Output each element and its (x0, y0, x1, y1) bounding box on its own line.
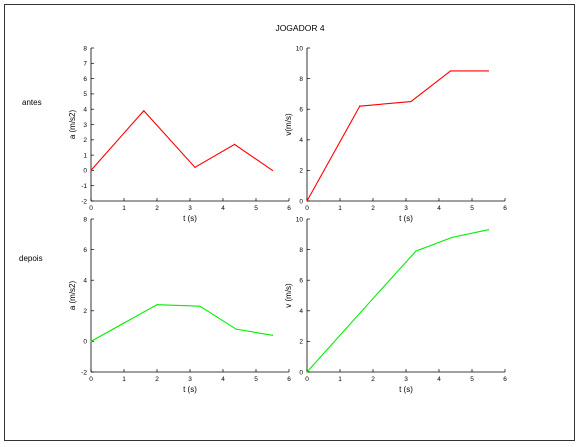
x-tick-label: 3 (188, 376, 192, 383)
y-tick-label: 6 (83, 247, 87, 254)
data-point (143, 110, 145, 112)
row-label-antes: antes (22, 98, 42, 107)
data-point (199, 305, 201, 307)
data-point (487, 229, 490, 231)
x-tick-label: 0 (305, 205, 309, 212)
y-tick-label: 8 (83, 216, 87, 223)
x-tick-label: 6 (503, 376, 507, 383)
y-tick-label: 4 (83, 278, 87, 285)
y-tick-label: 0 (299, 198, 303, 205)
y-tick-label: 8 (299, 247, 303, 254)
y-tick-label: 6 (299, 278, 303, 285)
data-point (306, 371, 308, 373)
y-tick-label: -1 (81, 183, 87, 190)
y-tick-label: 6 (83, 76, 87, 83)
x-tick-label: 2 (371, 205, 375, 212)
data-point (372, 297, 374, 300)
y-axis-label: v (m/s) (284, 283, 293, 308)
y-tick-label: 1 (83, 152, 87, 159)
y-tick-label: 2 (83, 137, 87, 144)
x-tick-label: 0 (89, 205, 93, 212)
y-tick-label: 2 (299, 339, 303, 346)
plots-group: 0 1 2 3 4 5 6 -2 -1 0 1 2 3 4 5 6 7 8 t (s) a (m/s2) 0 1 2 3 4 5 6… (68, 45, 507, 394)
row-label-depois: depois (19, 254, 43, 263)
x-tick-label: 3 (188, 205, 192, 212)
data-point (271, 334, 274, 336)
x-tick-label: 4 (221, 376, 225, 383)
x-tick-label: 2 (155, 205, 159, 212)
y-tick-label: 0 (83, 339, 87, 346)
x-axis-label: t (s) (399, 214, 413, 223)
data-point (90, 340, 92, 342)
y-tick-label: 0 (83, 168, 87, 175)
y-tick-label: 8 (299, 76, 303, 83)
x-tick-label: 3 (404, 376, 408, 383)
x-tick-label: 0 (89, 376, 93, 383)
y-tick-label: 5 (83, 91, 87, 98)
x-axis-label: t (s) (183, 385, 197, 394)
y-tick-label: 8 (83, 45, 87, 52)
y-axis-label: v(m/s) (284, 113, 293, 136)
x-tick-label: 4 (437, 376, 441, 383)
data-point (451, 236, 453, 238)
chart-4: 0 1 2 3 4 5 6 0 2 4 6 8 10 t (s) v (m/s) (284, 216, 507, 394)
x-tick-label: 2 (371, 376, 375, 383)
x-tick-label: 5 (470, 376, 474, 383)
data-point (156, 304, 158, 306)
data-point (194, 166, 196, 168)
x-tick-label: 2 (155, 376, 159, 383)
data-point (235, 328, 237, 330)
x-tick-label: 6 (287, 205, 291, 212)
y-tick-label: 4 (299, 137, 303, 144)
y-tick-label: 10 (296, 45, 304, 52)
y-axis-label: a (m/s2) (68, 281, 77, 311)
data-point (410, 100, 412, 103)
data-point (487, 70, 490, 72)
data-point (306, 200, 308, 202)
data-point (233, 143, 236, 145)
x-tick-label: 1 (122, 376, 126, 383)
data-point (271, 169, 274, 171)
data-point (449, 70, 452, 72)
x-tick-label: 4 (437, 205, 441, 212)
x-axis-label: t (s) (399, 385, 413, 394)
y-tick-label: 4 (299, 308, 303, 315)
figure-border (4, 4, 575, 441)
x-tick-label: 5 (254, 376, 258, 383)
x-tick-label: 1 (338, 376, 342, 383)
x-tick-label: 6 (503, 205, 507, 212)
data-point (90, 169, 92, 171)
y-tick-label: 7 (83, 61, 87, 68)
x-axis-label: t (s) (183, 214, 197, 223)
x-tick-label: 5 (254, 205, 258, 212)
x-tick-label: 4 (221, 205, 225, 212)
y-axis-label: a (m/s2) (68, 110, 77, 140)
y-tick-label: 0 (299, 369, 303, 376)
x-tick-label: 1 (338, 205, 342, 212)
x-tick-label: 6 (287, 376, 291, 383)
chart-1: 0 1 2 3 4 5 6 -2 -1 0 1 2 3 4 5 6 7 8 t (s) a (m/s2) (68, 45, 291, 223)
y-tick-label: 10 (296, 216, 304, 223)
y-tick-label: -2 (81, 369, 87, 376)
y-tick-label: 3 (83, 122, 87, 129)
y-tick-label: 2 (299, 168, 303, 175)
y-tick-label: 2 (83, 308, 87, 315)
data-point (359, 105, 361, 107)
y-tick-label: -2 (81, 198, 87, 205)
x-tick-label: 1 (122, 205, 126, 212)
y-tick-label: 6 (299, 107, 303, 114)
x-tick-label: 0 (305, 376, 309, 383)
x-tick-label: 3 (404, 205, 408, 212)
x-tick-label: 5 (470, 205, 474, 212)
figure-title: JOGADOR 4 (275, 23, 324, 33)
chart-2: 0 1 2 3 4 5 6 0 2 4 6 8 10 t (s) v(m/s) (284, 45, 507, 223)
y-tick-label: 4 (83, 107, 87, 114)
data-point (415, 250, 417, 252)
